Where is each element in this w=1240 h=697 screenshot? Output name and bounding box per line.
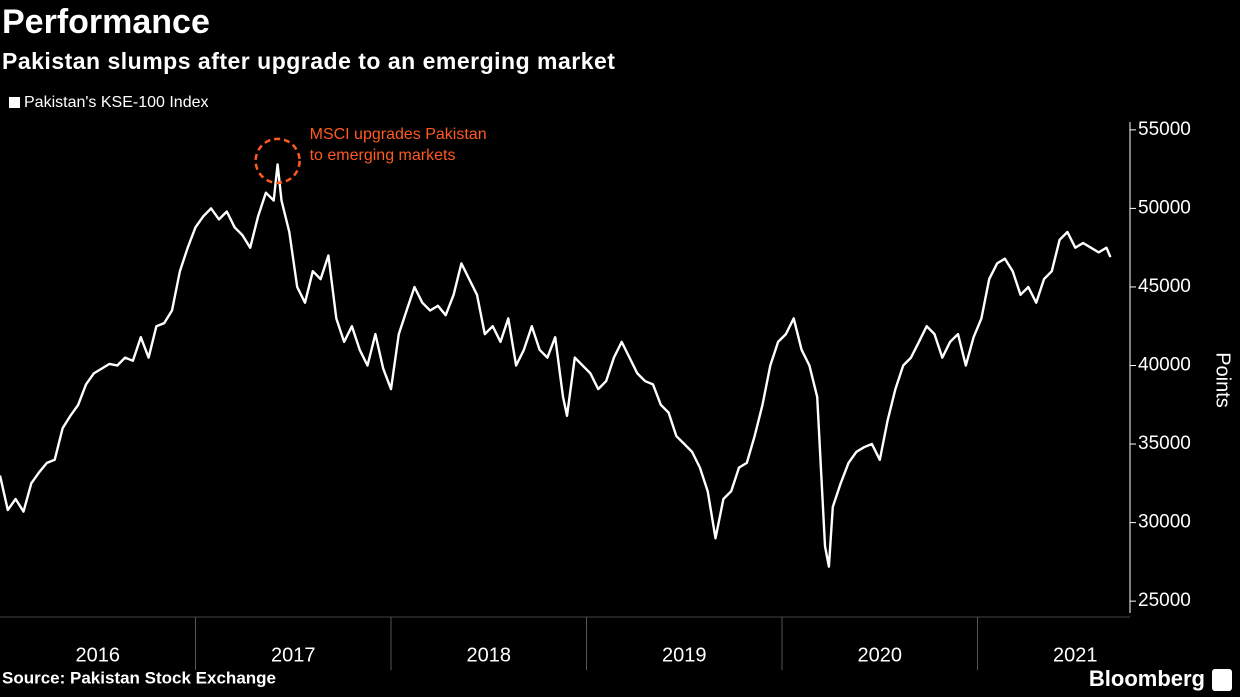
annotation-text: to emerging markets <box>310 147 456 164</box>
y-tick-label: 25000 <box>1138 590 1191 611</box>
y-tick-label: 30000 <box>1138 512 1191 533</box>
x-tick-label: 2018 <box>467 644 512 666</box>
x-tick-label: 2021 <box>1053 644 1098 666</box>
legend-label: Pakistan's KSE-100 Index <box>24 94 209 111</box>
y-tick-label: 35000 <box>1138 433 1191 454</box>
y-tick-label: 55000 <box>1138 119 1191 140</box>
source: Source: Pakistan Stock Exchange <box>2 668 276 687</box>
x-tick-label: 2020 <box>858 644 903 666</box>
brand-icon <box>1212 669 1232 691</box>
y-tick-label: 40000 <box>1138 355 1191 376</box>
legend-swatch <box>9 97 20 108</box>
annotation-circle <box>254 137 301 185</box>
y-axis-label: Points <box>1212 352 1234 408</box>
chart-subtitle: Pakistan slumps after upgrade to an emer… <box>2 48 615 74</box>
line <box>0 163 1112 568</box>
y-tick-label: 45000 <box>1138 276 1191 297</box>
annotation-text: MSCI upgrades Pakistan <box>310 126 487 143</box>
chart-title: Performance <box>2 3 210 41</box>
x-tick-label: 2016 <box>76 644 121 666</box>
y-tick-label: 50000 <box>1138 197 1191 218</box>
x-tick-label: 2019 <box>662 644 707 666</box>
brand: Bloomberg <box>1089 666 1205 691</box>
x-tick-label: 2017 <box>271 644 316 666</box>
